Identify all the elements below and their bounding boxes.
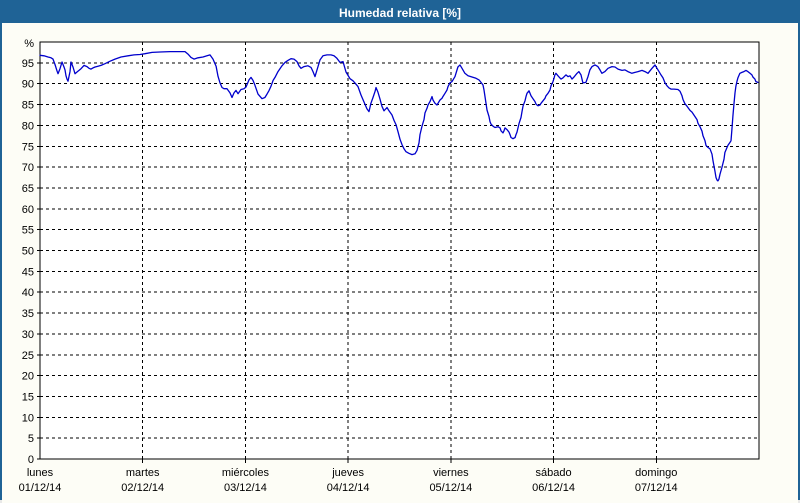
y-tick-label: 40 — [22, 287, 34, 299]
y-tick-label: 80 — [22, 120, 34, 132]
x-day-name-label: domingo — [635, 467, 677, 479]
y-tick-label: 60 — [22, 204, 34, 216]
y-tick-label: 55 — [22, 225, 34, 237]
y-tick-label: 70 — [22, 162, 34, 174]
y-tick-label: 65 — [22, 183, 34, 195]
y-tick-label: 25 — [22, 350, 34, 362]
y-tick-label: 45 — [22, 266, 34, 278]
x-day-name-label: viernes — [433, 467, 469, 479]
y-tick-label: 20 — [22, 371, 34, 383]
y-tick-label: 75 — [22, 141, 34, 153]
y-tick-label: 50 — [22, 246, 34, 258]
chart-area: 0 5 10 15 20 25 30 35 40 45 50 55 60 65 70 75 80 85 90 95% l… — [2, 23, 798, 503]
y-tick-label: 35 — [22, 308, 34, 320]
x-day-name-label: martes — [126, 467, 160, 479]
x-day-date-label: 04/12/14 — [327, 482, 370, 494]
y-tick-label: 10 — [22, 412, 34, 424]
y-tick-label: 0 — [28, 454, 34, 466]
y-axis-unit-label: % — [24, 38, 34, 50]
x-day-date-label: 07/12/14 — [635, 482, 678, 494]
x-day-date-label: 03/12/14 — [224, 482, 267, 494]
y-tick-label: 85 — [22, 100, 34, 112]
x-day-date-label: 05/12/14 — [429, 482, 472, 494]
x-day-date-label: 02/12/14 — [121, 482, 164, 494]
y-tick-label: 95 — [22, 58, 34, 70]
humidity-line — [39, 50, 759, 182]
x-day-name-label: miércoles — [222, 467, 270, 479]
x-day-date-label: 06/12/14 — [532, 482, 575, 494]
x-day-name-label: lunes — [27, 467, 54, 479]
y-tick-label: 5 — [28, 433, 34, 445]
chart-canvas: 0 5 10 15 20 25 30 35 40 45 50 55 60 65 70 75 80 85 90 95% l… — [19, 38, 760, 494]
y-tick-label: 30 — [22, 329, 34, 341]
chart-title: Humedad relativa [%] — [338, 5, 462, 20]
title-bar: Humedad relativa [%] — [2, 2, 798, 23]
x-day-name-label: sábado — [536, 467, 572, 479]
plot-area — [39, 41, 760, 460]
x-day-name-label: jueves — [331, 467, 364, 479]
x-day-date-label: 01/12/14 — [19, 482, 62, 494]
y-tick-label: 90 — [22, 79, 34, 91]
y-tick-label: 15 — [22, 391, 34, 403]
